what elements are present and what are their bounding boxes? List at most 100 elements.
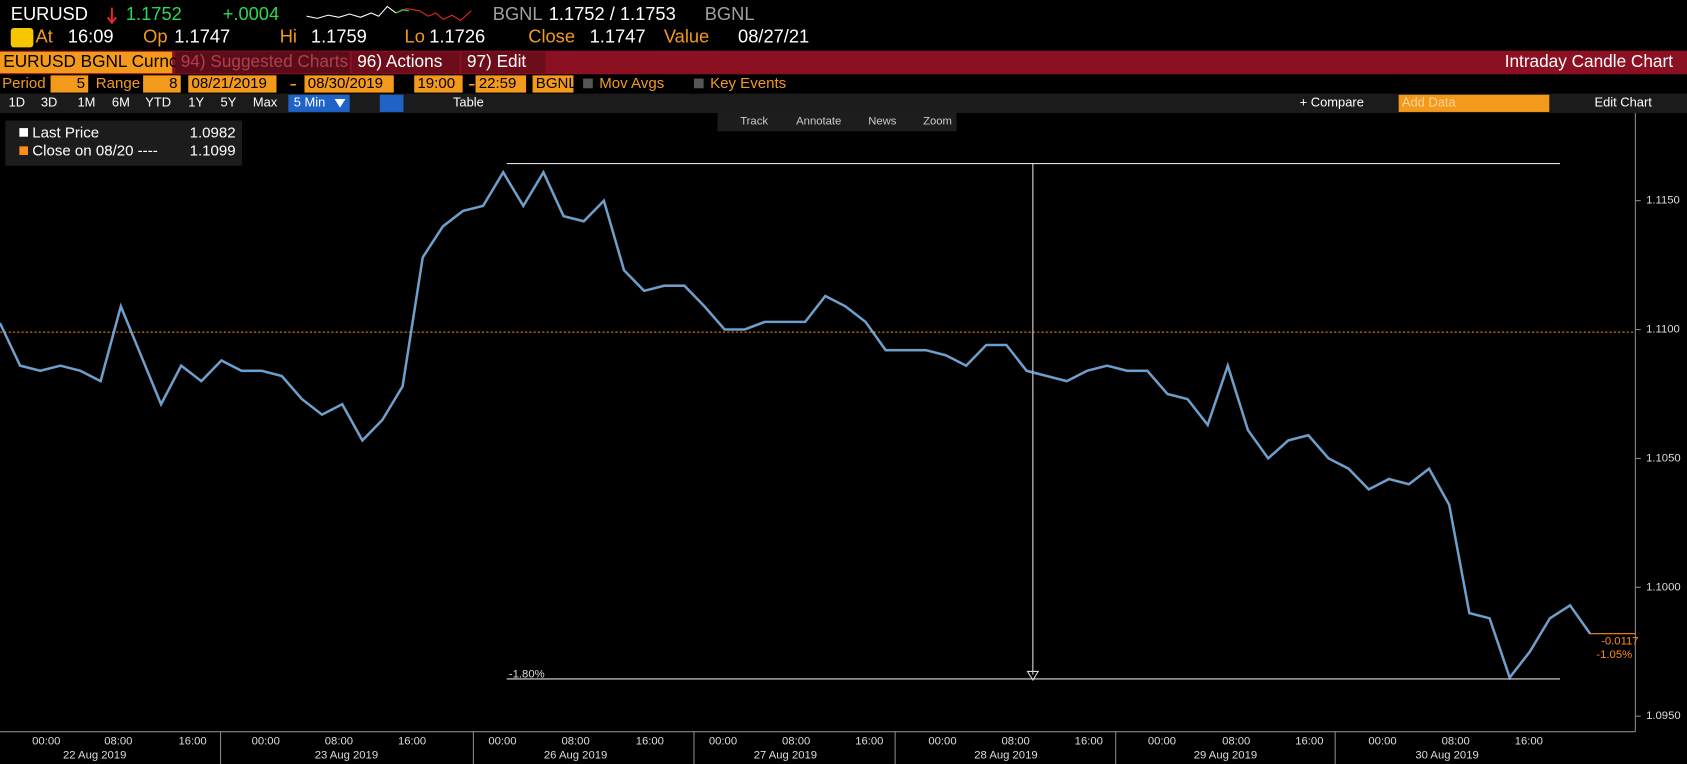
candle-button[interactable] (379, 94, 404, 112)
x-tick-label: 08:00 (1442, 735, 1470, 747)
x-tick-label: 00:00 (252, 735, 280, 747)
stat-label: Value (664, 26, 709, 47)
settings-row: Period Range 5 8 08/21/2019 08/30/2019 19:00 22… (2, 75, 786, 93)
input-field[interactable] (143, 75, 181, 93)
menu-button[interactable] (351, 51, 460, 74)
alert-icon[interactable] (10, 28, 34, 48)
y-tick-label: 1.1000 (1646, 581, 1681, 593)
range-button[interactable]: 1D (9, 95, 26, 110)
chart-name: Intraday Candle Chart (1505, 51, 1674, 71)
stat-value: 08/27/21 (738, 26, 809, 47)
sparkline-down (395, 8, 472, 22)
input-value[interactable]: 22:59 (479, 75, 517, 92)
chart-tools-items: Track Annotate News Zoom (740, 116, 952, 128)
toolbar-items: 1D 3D 1M 6M YTD 1Y 5Y Max 5 Min Table + Compare Add… (9, 94, 1652, 112)
compare-button[interactable]: + Compare (1300, 95, 1364, 110)
chart-tool[interactable]: Track (740, 116, 768, 128)
menu-label[interactable]: 97) Edit (467, 51, 527, 71)
x-day-label: 26 Aug 2019 (544, 749, 607, 761)
input-field[interactable] (475, 75, 527, 93)
chart-tool[interactable]: Annotate (796, 116, 841, 128)
input-field[interactable] (414, 75, 463, 93)
legend-swatch (19, 146, 28, 155)
range-button[interactable]: 6M (112, 95, 130, 110)
input-field[interactable] (188, 75, 277, 93)
range-button[interactable]: 3D (41, 95, 58, 110)
option-label[interactable]: Mov Avgs (599, 75, 664, 92)
chart-tool[interactable]: News (868, 116, 897, 128)
checkbox[interactable] (583, 78, 593, 89)
down-arrow (106, 7, 117, 25)
legend (5, 120, 243, 166)
range-button[interactable]: 1M (77, 95, 95, 110)
ticker: EURUSD (11, 3, 88, 24)
menu-label[interactable]: 96) Actions (357, 51, 442, 71)
option-label[interactable]: Key Events (710, 75, 786, 92)
input-value[interactable]: 19:00 (417, 75, 455, 92)
legend-value: 1.0982 (190, 124, 236, 141)
edit-chart-button[interactable]: Edit Chart (1594, 95, 1652, 110)
change-pct-label: -1.05% (1596, 649, 1632, 661)
x-day-label: 27 Aug 2019 (754, 749, 817, 761)
sparkline (306, 5, 397, 19)
input-value[interactable]: 8 (169, 75, 177, 92)
sparkline-up (395, 9, 409, 14)
stat-value: 1.1726 (429, 26, 485, 47)
legend-swatch (19, 128, 28, 137)
security: EURUSD BGNL Curncy (3, 51, 186, 71)
input-field[interactable] (50, 75, 89, 93)
x-tick-label: 00:00 (32, 735, 60, 747)
add-data-field[interactable] (1398, 94, 1550, 112)
source: BGNL (493, 3, 543, 24)
menu-button[interactable] (175, 51, 350, 74)
x-tick-label: 16:00 (855, 735, 883, 747)
range-button[interactable]: 1Y (188, 95, 204, 110)
measure-arrow (1026, 670, 1040, 682)
menu-label[interactable]: 94) Suggested Charts (181, 51, 348, 71)
menu-button[interactable] (461, 51, 546, 74)
input-field[interactable] (532, 75, 574, 93)
x-tick-label: 16:00 (398, 735, 426, 747)
x-tick-label: 08:00 (1222, 735, 1250, 747)
range-button[interactable]: 5Y (221, 95, 237, 110)
price-line (0, 170, 1591, 680)
checkbox[interactable] (693, 78, 704, 89)
menu-items: 94) Suggested Charts 96) Actions 97) Edit (175, 51, 546, 74)
security-field[interactable] (0, 51, 173, 74)
x-tick-label: 08:00 (104, 735, 132, 747)
stats-row: At 16:09 Op 1.1747 Hi 1.1759 Lo 1.1726 Close 1.17… (36, 26, 810, 47)
table-button[interactable]: Table (453, 95, 484, 110)
range-button[interactable]: Max (253, 95, 278, 110)
interval-button[interactable] (288, 94, 350, 112)
input-value[interactable]: BGNL (536, 75, 577, 92)
stat-value: 16:09 (68, 26, 114, 47)
x-tick-label: 16:00 (1295, 735, 1323, 747)
x-tick-label: 08:00 (561, 735, 589, 747)
range-button[interactable]: YTD (145, 95, 171, 110)
period-label: Period (2, 75, 46, 92)
x-tick-label: 16:00 (1075, 735, 1103, 747)
interval-label[interactable]: 5 Min (294, 95, 326, 110)
last-price: 1.1752 (126, 3, 182, 24)
input-field[interactable] (304, 75, 394, 93)
source: BGNL (705, 3, 755, 24)
stat-value: 1.1747 (590, 26, 646, 47)
x-day-label: 23 Aug 2019 (315, 749, 378, 761)
chart-tool[interactable]: Zoom (923, 116, 952, 128)
input-value[interactable]: 08/21/2019 (192, 75, 267, 92)
input-value[interactable]: 08/30/2019 (308, 75, 383, 92)
stat-value: 1.1747 (174, 26, 230, 47)
measure-label: -1.80% (509, 669, 545, 681)
legend-label: Last Price (32, 124, 99, 141)
stat-label: Hi (280, 26, 297, 47)
input-value[interactable]: 5 (77, 75, 85, 92)
y-tick-label: 1.1050 (1646, 452, 1681, 464)
x-tick-label: 00:00 (928, 735, 956, 747)
add-data-placeholder[interactable]: Add Data (1402, 95, 1457, 110)
plot-area: 1.0950 1.1000 1.1050 1.1100 1.1150 22 Aug 201… (0, 113, 1681, 764)
x-tick-label: 16:00 (636, 735, 664, 747)
stat-label: Lo (405, 26, 425, 47)
x-tick-label: 00:00 (1148, 735, 1176, 747)
